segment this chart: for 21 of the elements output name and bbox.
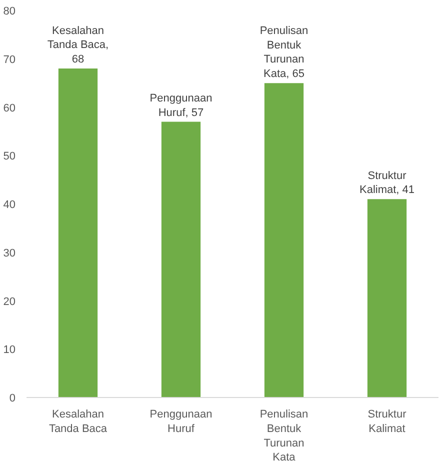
x-tick-label: Kesalahan Tanda Baca — [48, 408, 108, 435]
y-tick-label: 70 — [3, 54, 16, 66]
y-tick-label: 80 — [3, 6, 16, 18]
x-tick-label: Penulisan Bentuk Turunan Kata — [260, 408, 308, 464]
data-label: Struktur Kalimat, 41 — [359, 170, 415, 196]
y-tick-label: 20 — [3, 296, 16, 308]
y-tick-label: 0 — [9, 392, 16, 404]
bar — [161, 122, 201, 398]
y-tick-label: 60 — [3, 102, 16, 114]
y-tick-label: 10 — [3, 344, 16, 356]
y-tick-label: 50 — [3, 150, 16, 163]
data-label: Penulisan Bentuk Turunan Kata, 65 — [260, 24, 308, 80]
x-tick-label: Struktur Kalimat — [368, 408, 407, 435]
bar — [264, 83, 304, 398]
data-label: Penggunaan Huruf, 57 — [150, 92, 212, 119]
y-tick-label: 30 — [3, 247, 16, 260]
y-tick-label: 40 — [3, 199, 16, 211]
x-tick-label: Penggunaan Huruf — [150, 408, 212, 435]
bar — [58, 68, 98, 398]
bar — [367, 199, 407, 398]
data-label: Kesalahan Tanda Baca, 68 — [47, 24, 109, 66]
